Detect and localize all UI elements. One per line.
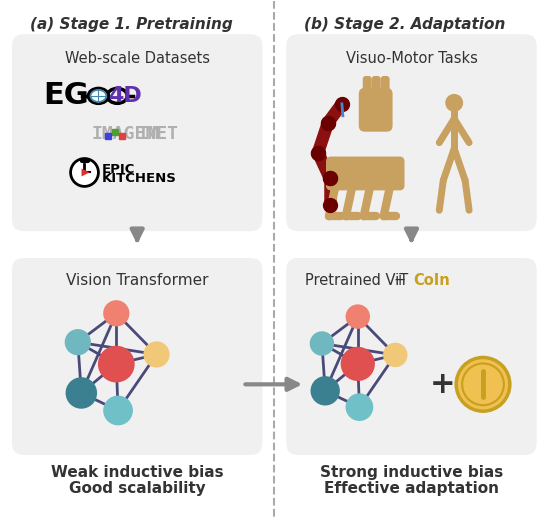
Circle shape [456, 357, 510, 411]
Circle shape [98, 346, 135, 383]
FancyBboxPatch shape [286, 34, 536, 231]
Text: EG: EG [44, 82, 89, 110]
Text: Visuo-Motor Tasks: Visuo-Motor Tasks [346, 51, 477, 66]
Circle shape [346, 304, 370, 329]
Circle shape [383, 343, 408, 367]
Circle shape [445, 94, 463, 112]
FancyBboxPatch shape [363, 76, 372, 95]
Text: Web-scale Datasets: Web-scale Datasets [65, 51, 210, 66]
Text: +: + [430, 370, 455, 399]
Circle shape [66, 377, 97, 409]
Text: Effective adaptation: Effective adaptation [324, 481, 499, 496]
Text: (a) Stage 1. Pretraining: (a) Stage 1. Pretraining [30, 17, 232, 32]
Circle shape [144, 341, 170, 368]
Circle shape [103, 396, 133, 425]
Text: Good scalability: Good scalability [69, 481, 206, 496]
FancyBboxPatch shape [372, 76, 381, 95]
Text: IM: IM [137, 125, 159, 142]
Ellipse shape [90, 90, 106, 102]
Text: IMAGENET: IMAGENET [92, 125, 179, 142]
FancyBboxPatch shape [381, 76, 390, 95]
Text: CoIn: CoIn [413, 273, 450, 288]
Text: +: + [393, 273, 406, 288]
Text: Pretrained ViT: Pretrained ViT [305, 273, 408, 288]
FancyBboxPatch shape [12, 258, 262, 455]
Text: KITCHENS: KITCHENS [101, 172, 176, 185]
Circle shape [103, 300, 129, 327]
FancyBboxPatch shape [12, 34, 262, 231]
Text: 4D: 4D [109, 86, 142, 106]
Polygon shape [82, 168, 89, 176]
Circle shape [65, 329, 91, 355]
Text: Vision Transformer: Vision Transformer [66, 273, 208, 288]
Text: Strong inductive bias: Strong inductive bias [320, 465, 503, 480]
FancyBboxPatch shape [286, 258, 536, 455]
Circle shape [311, 376, 340, 406]
Circle shape [346, 393, 373, 421]
Circle shape [310, 331, 334, 356]
Circle shape [71, 159, 99, 186]
Circle shape [462, 363, 504, 405]
Circle shape [341, 347, 375, 381]
Text: Weak inductive bias: Weak inductive bias [51, 465, 224, 480]
FancyBboxPatch shape [326, 157, 404, 190]
Text: EPIC: EPIC [101, 163, 135, 176]
FancyBboxPatch shape [359, 88, 392, 132]
Text: (b) Stage 2. Adaptation: (b) Stage 2. Adaptation [304, 17, 505, 32]
